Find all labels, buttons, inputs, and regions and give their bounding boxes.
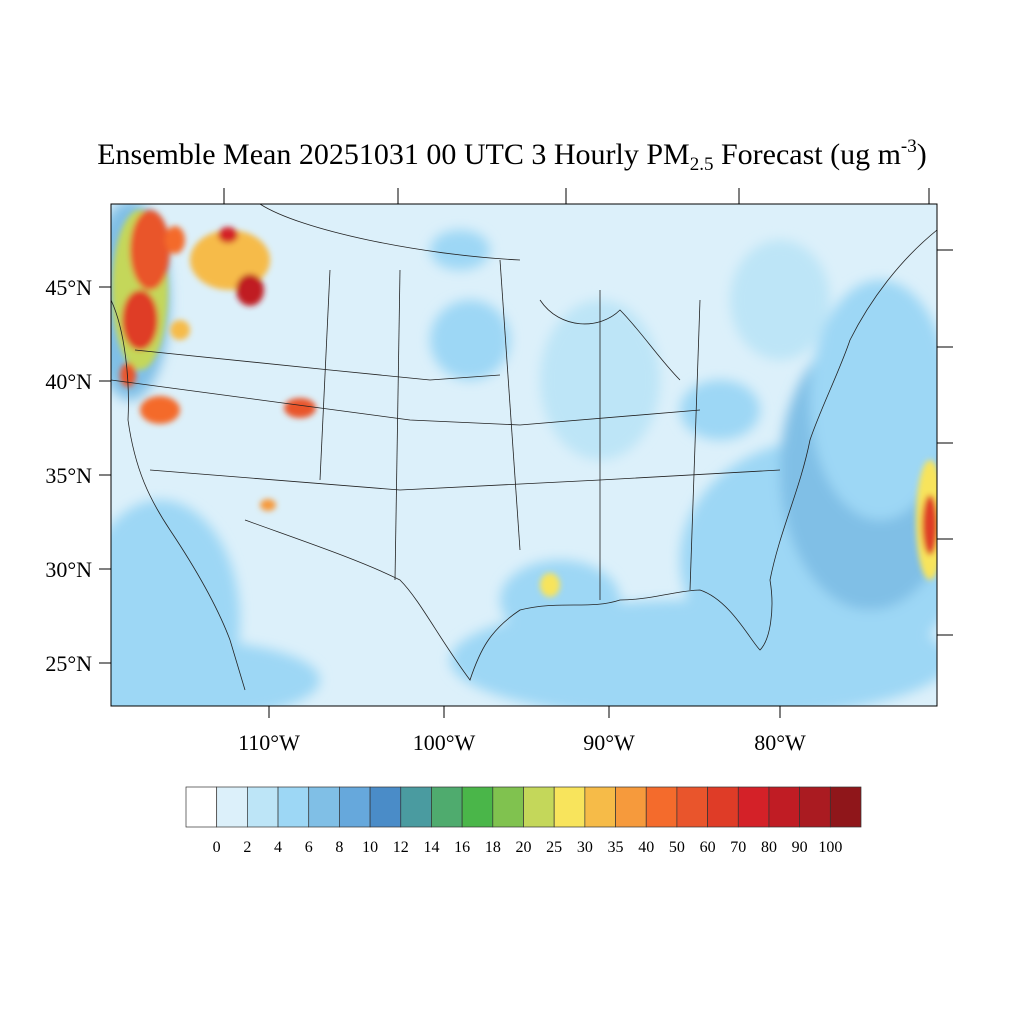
map-title: Ensemble Mean 20251031 00 UTC 3 Hourly P…: [97, 136, 927, 175]
colorbar-label: 20: [516, 839, 532, 856]
pm25-hotspot: [165, 226, 185, 254]
colorbar-label: 25: [546, 839, 562, 856]
colorbar-label: 18: [485, 839, 501, 856]
colorbar-label: 30: [577, 839, 593, 856]
pm25-hotspot: [218, 227, 238, 243]
axis-ticks: [99, 188, 953, 718]
concentration-area: [500, 560, 620, 640]
colorbar-swatch: [615, 786, 647, 828]
colorbar-swatch: [737, 786, 770, 828]
colorbar-label: 16: [454, 839, 470, 856]
colorbar-swatch: [216, 786, 248, 828]
colorbar: 0 2 4 6 8 10 12 14 16 18 20 25 30 35 40 50 60 70 80 90 100: [185, 786, 862, 856]
concentration-area: [430, 230, 490, 270]
colorbar-label: 2: [243, 839, 251, 856]
colorbar-label: 14: [423, 839, 439, 856]
colorbar-swatch: [461, 786, 494, 828]
map-frame: [110, 203, 938, 707]
colorbar-label: 12: [393, 839, 409, 856]
colorbar-label: 35: [608, 839, 624, 856]
colorbar-swatch: [247, 786, 279, 828]
colorbar-swatch: [369, 786, 402, 828]
colorbar-swatch: [707, 786, 739, 828]
colorbar-swatch: [645, 786, 678, 828]
pm25-hotspot: [170, 320, 190, 340]
colorbar-swatch: [799, 786, 831, 828]
concentration-area: [430, 300, 510, 380]
lat-label: 30°N: [45, 557, 92, 582]
pm25-field: [111, 204, 937, 706]
lat-label: 45°N: [45, 275, 92, 300]
colorbar-label: 8: [335, 839, 343, 856]
colorbar-swatch: [185, 786, 218, 828]
colorbar-swatch: [277, 786, 310, 828]
colorbar-label: 10: [362, 839, 378, 856]
lon-label: 100°W: [413, 730, 476, 755]
colorbar-swatch: [308, 786, 340, 828]
concentration-area: [810, 280, 937, 520]
colorbar-swatch: [400, 786, 432, 828]
colorbar-label: 50: [669, 839, 685, 856]
pm25-hotspot: [236, 274, 264, 306]
colorbar-swatch: [768, 786, 800, 828]
colorbar-swatch: [339, 786, 371, 828]
colorbar-swatch: [492, 786, 524, 828]
colorbar-swatch: [523, 786, 555, 828]
pm25-hotspot: [260, 499, 276, 511]
colorbar-label: 100: [818, 839, 842, 856]
colorbar-label: 60: [700, 839, 716, 856]
colorbar-swatch: [829, 786, 862, 828]
pm25-hotspot: [922, 495, 937, 555]
concentration-area: [111, 640, 320, 706]
colorbar-swatch: [553, 786, 586, 828]
concentration-area: [680, 380, 760, 440]
pm25-hotspot: [120, 363, 136, 387]
pm25-hotspot: [540, 573, 560, 597]
colorbar-swatch: [431, 786, 463, 828]
coastlines-and-borders: [111, 204, 937, 691]
colorbar-label: 90: [792, 839, 808, 856]
colorbar-label: 4: [274, 839, 282, 856]
lat-label: 35°N: [45, 463, 92, 488]
pm25-hotspot: [140, 396, 180, 424]
lat-label: 25°N: [45, 651, 92, 676]
pm25-hotspot: [122, 290, 158, 350]
lon-label: 90°W: [583, 730, 635, 755]
colorbar-label: 80: [761, 839, 777, 856]
lat-label: 40°N: [45, 369, 92, 394]
colorbar-label: 40: [638, 839, 654, 856]
lon-label: 80°W: [754, 730, 806, 755]
pm25-hotspot: [130, 210, 170, 290]
concentration-area: [730, 240, 830, 360]
colorbar-label: 0: [213, 839, 221, 856]
colorbar-swatch: [584, 786, 616, 828]
pm25-hotspot: [284, 398, 316, 418]
colorbar-label: 6: [305, 839, 313, 856]
lon-label: 110°W: [238, 730, 300, 755]
colorbar-swatch: [676, 786, 708, 828]
colorbar-label: 70: [730, 839, 746, 856]
